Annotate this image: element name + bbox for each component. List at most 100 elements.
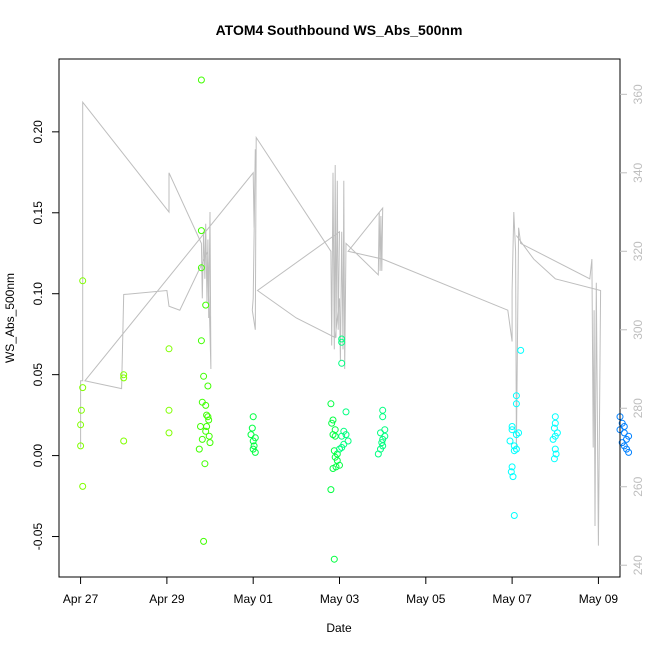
data-point — [200, 372, 208, 380]
data-point — [197, 227, 205, 235]
data-point — [205, 432, 213, 440]
data-point — [342, 408, 350, 416]
data-point — [202, 427, 210, 435]
data-point — [248, 424, 256, 432]
y-tick-label: 0.15 — [31, 201, 45, 225]
y2-tick-label: 260 — [631, 476, 645, 496]
data-point — [508, 426, 516, 434]
y-tick-label: 0.00 — [31, 444, 45, 468]
data-point — [344, 437, 352, 445]
data-point — [197, 76, 205, 84]
data-point — [509, 473, 517, 481]
y-tick-label: 0.05 — [31, 363, 45, 387]
data-point — [328, 419, 336, 427]
x-axis-label: Date — [326, 621, 352, 635]
x-tick-label: May 07 — [492, 592, 532, 606]
data-point — [379, 406, 387, 414]
data-point — [374, 450, 382, 458]
data-point — [515, 429, 523, 437]
data-point — [203, 423, 211, 430]
data-point — [551, 445, 559, 453]
data-point — [197, 337, 205, 345]
chart-title: ATOM4 Southbound WS_Abs_500nm — [216, 22, 463, 38]
y2-tick-label: 340 — [631, 162, 645, 182]
data-point — [625, 448, 633, 456]
y-tick-label: 0.20 — [31, 120, 45, 144]
data-point — [247, 431, 255, 439]
data-point — [197, 423, 204, 430]
x-tick-label: May 01 — [234, 592, 274, 606]
data-point — [165, 406, 173, 414]
y-axis-label: WS_Abs_500nm — [3, 273, 17, 363]
data-point — [338, 338, 346, 346]
data-point — [165, 429, 173, 437]
data-point — [79, 384, 87, 392]
data-point — [510, 512, 518, 519]
data-point — [206, 439, 214, 447]
data-point — [512, 392, 520, 400]
data-point — [336, 461, 343, 469]
y-tick-label: -0.05 — [31, 523, 45, 551]
data-point — [79, 482, 87, 490]
data-point — [329, 416, 337, 424]
data-point — [338, 335, 346, 343]
x-tick-label: Apr 27 — [63, 592, 99, 606]
x-tick-label: Apr 29 — [149, 592, 185, 606]
data-point — [198, 435, 206, 443]
data-point — [329, 431, 337, 439]
data-point — [512, 400, 520, 408]
data-point — [329, 465, 337, 472]
data-point — [338, 359, 346, 367]
x-tick-label: May 03 — [320, 592, 360, 606]
data-point — [552, 450, 560, 458]
data-point — [507, 468, 515, 476]
data-point — [377, 429, 384, 437]
data-point — [512, 431, 520, 439]
data-point — [204, 382, 212, 390]
data-point — [79, 277, 87, 285]
data-point — [195, 445, 203, 453]
data-point — [120, 437, 128, 445]
data-point — [510, 447, 518, 455]
data-point — [202, 301, 210, 309]
data-point — [197, 264, 205, 272]
data-point — [250, 442, 258, 450]
data-point — [330, 555, 338, 563]
data-point — [120, 371, 128, 379]
data-point — [508, 463, 516, 471]
data-point — [549, 435, 557, 443]
axes-layer: Apr 27 Apr 29 May 01 May 03 May 05 May 07 May … — [31, 58, 645, 606]
data-point — [165, 345, 173, 353]
data-point — [77, 442, 85, 450]
data-point — [204, 413, 212, 421]
y2-tick-label: 240 — [631, 555, 645, 575]
data-point — [508, 423, 516, 430]
y2-tick-label: 360 — [631, 84, 645, 104]
data-point — [77, 406, 85, 414]
y2-tick-label: 280 — [631, 398, 645, 418]
data-point — [338, 432, 346, 440]
data-points-layer — [77, 76, 633, 563]
data-point — [327, 400, 335, 408]
data-point — [381, 426, 389, 434]
data-point — [205, 416, 213, 424]
y-tick-label: 0.10 — [31, 282, 45, 306]
data-point — [336, 445, 343, 453]
y2-tick-label: 320 — [631, 241, 645, 261]
data-point — [512, 445, 520, 453]
data-point — [201, 460, 209, 468]
data-point — [506, 437, 514, 445]
data-point — [338, 444, 346, 451]
data-point — [200, 537, 208, 545]
data-point — [251, 448, 259, 456]
secondary-series-line — [80, 100, 602, 546]
secondary-series-layer — [80, 100, 602, 546]
data-point — [379, 413, 387, 421]
data-point — [202, 401, 210, 409]
y2-tick-label: 300 — [631, 319, 645, 339]
data-point — [378, 439, 386, 447]
data-point — [327, 486, 335, 494]
data-point — [551, 413, 559, 421]
data-point — [551, 419, 559, 427]
